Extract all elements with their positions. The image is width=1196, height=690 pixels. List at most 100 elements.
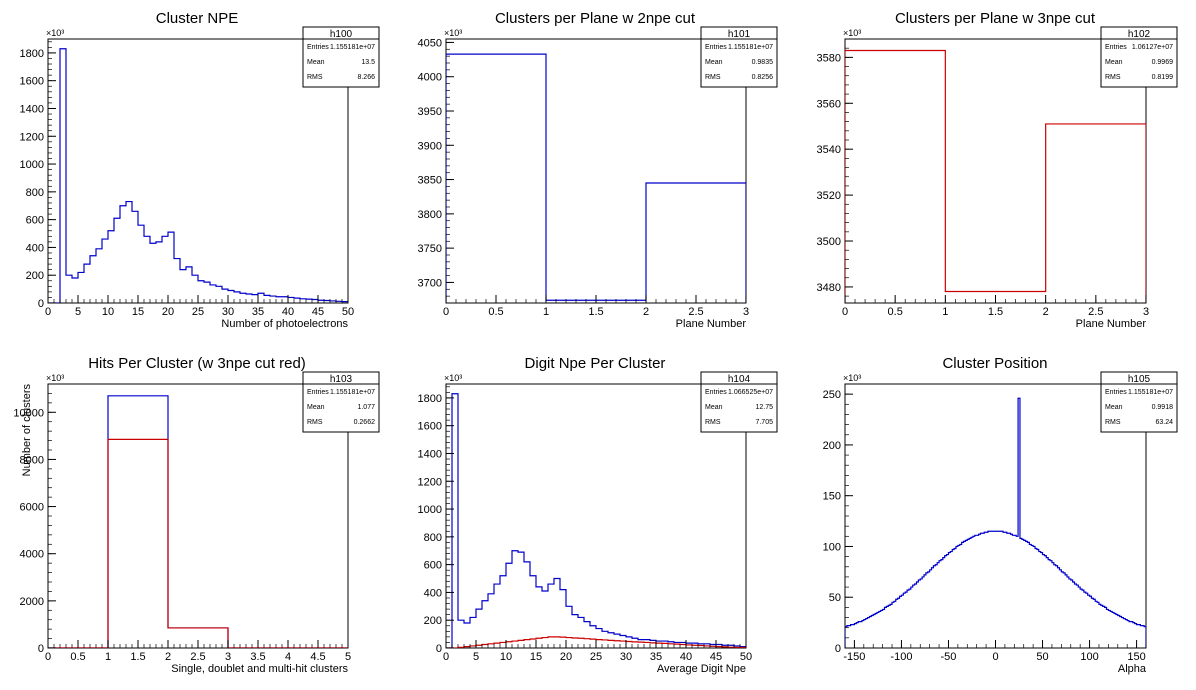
x-tick-label: 100: [1080, 651, 1098, 663]
y-tick-label: 3950: [418, 106, 442, 118]
y-tick-label: 50: [829, 592, 841, 604]
stats-value: 1.06127e+07: [1132, 44, 1173, 51]
y-tick-label: 1600: [20, 76, 44, 88]
histogram-series: [446, 393, 746, 648]
y-tick-label: 400: [26, 242, 44, 254]
y-multiplier: ×10³: [444, 373, 462, 383]
stats-value: 63.24: [1155, 419, 1173, 426]
stats-value: 13.5: [361, 59, 375, 66]
stats-value: 0.9835: [752, 59, 774, 66]
y-tick-label: 600: [26, 215, 44, 227]
y-tick-label: 800: [26, 187, 44, 199]
x-tick-label: 1.5: [588, 306, 603, 318]
histogram-series: [48, 48, 348, 303]
x-tick-label: -50: [941, 651, 957, 663]
x-tick-label: 45: [312, 306, 324, 318]
x-axis-label: Number of photoelectrons: [221, 318, 348, 330]
x-tick-label: 2: [165, 651, 171, 663]
stats-label: Mean: [1105, 404, 1123, 411]
chart-title: Cluster Position: [942, 355, 1047, 372]
chart-title: Clusters per Plane w 3npe cut: [895, 10, 1096, 27]
y-axis-label: Number of clusters: [21, 384, 33, 477]
y-tick-label: 0: [38, 643, 44, 655]
x-axis-label: Single, doublet and multi-hit clusters: [171, 663, 348, 675]
stats-label: Entries: [307, 44, 329, 51]
chart-title: Hits Per Cluster (w 3npe cut red): [88, 355, 306, 372]
x-tick-label: 15: [132, 306, 144, 318]
y-multiplier: ×10³: [46, 373, 64, 383]
y-tick-label: 200: [424, 615, 442, 627]
x-tick-label: 0.5: [488, 306, 503, 318]
y-tick-label: 800: [424, 532, 442, 544]
stats-label: Mean: [1105, 59, 1123, 66]
x-tick-label: 1.5: [130, 651, 145, 663]
stats-value: 0.9918: [1152, 404, 1174, 411]
y-tick-label: 3750: [418, 243, 442, 255]
y-tick-label: 200: [26, 270, 44, 282]
x-tick-label: 25: [192, 306, 204, 318]
y-tick-label: 8000: [20, 454, 44, 466]
stats-name: h103: [330, 374, 353, 385]
x-tick-label: 0.5: [888, 306, 903, 318]
x-tick-label: 1.5: [988, 306, 1003, 318]
stats-box: [302, 26, 380, 88]
x-tick-label: 150: [1127, 651, 1145, 663]
stats-label: RMS: [705, 74, 721, 81]
y-tick-label: 4000: [20, 549, 44, 561]
histogram-series: [48, 438, 348, 648]
histogram-panel: Cluster NPE 0 5 10 15 20 25 30 35 40 45 50 0 200 400 60…: [20, 10, 380, 330]
y-tick-label: 3850: [418, 175, 442, 187]
x-tick-label: 0: [992, 651, 998, 663]
y-tick-label: 4000: [418, 72, 442, 84]
y-tick-label: 3700: [418, 277, 442, 289]
stats-label: Entries: [705, 44, 727, 51]
x-tick-label: 0: [443, 306, 449, 318]
stats-label: Entries: [1105, 389, 1127, 396]
x-tick-label: 50: [740, 651, 752, 663]
stats-value: 7.705: [755, 419, 773, 426]
stats-label: RMS: [1105, 419, 1121, 426]
y-tick-label: 200: [823, 440, 841, 452]
x-tick-label: 1: [942, 306, 948, 318]
x-tick-label: 2.5: [190, 651, 205, 663]
x-tick-label: 3: [743, 306, 749, 318]
x-tick-label: 5: [345, 651, 351, 663]
stats-label: RMS: [307, 419, 323, 426]
histogram-panel: Clusters per Plane w 2npe cut 0 0.5 1 1.5 2 2.…: [418, 10, 778, 330]
x-tick-label: 5: [75, 306, 81, 318]
y-multiplier: ×10³: [444, 28, 462, 38]
y-tick-label: 1600: [418, 421, 442, 433]
y-tick-label: 0: [835, 643, 841, 655]
stats-value: 0.8199: [1152, 74, 1174, 81]
stats-value: 1.155181e+07: [728, 44, 773, 51]
stats-value: 8.266: [357, 74, 375, 81]
x-tick-label: 3: [225, 651, 231, 663]
stats-name: h101: [728, 29, 751, 40]
y-tick-label: 1400: [20, 103, 44, 115]
x-tick-label: 4.5: [310, 651, 325, 663]
y-tick-label: 0: [436, 643, 442, 655]
y-tick-label: 3560: [817, 98, 841, 110]
stats-label: Mean: [705, 404, 723, 411]
y-tick-label: 1000: [418, 504, 442, 516]
y-tick-label: 1200: [418, 476, 442, 488]
x-axis-label: Plane Number: [676, 318, 747, 330]
x-tick-label: 35: [252, 306, 264, 318]
chart-title: Digit Npe Per Cluster: [525, 355, 666, 372]
stats-label: Entries: [307, 389, 329, 396]
y-tick-label: 1400: [418, 448, 442, 460]
stats-box: [1100, 26, 1178, 88]
stats-value: 0.8256: [752, 74, 774, 81]
y-tick-label: 2000: [20, 596, 44, 608]
y-tick-label: 10000: [13, 407, 44, 419]
histogram-panel: Cluster Position -150 -100 -50 0 50 100 150 0 50 1…: [823, 355, 1178, 675]
histogram-panel: Clusters per Plane w 3npe cut 0 0.5 1 1.5 2 2.…: [817, 10, 1178, 330]
stats-name: h102: [1128, 29, 1151, 40]
y-multiplier: ×10³: [843, 28, 861, 38]
y-multiplier: ×10³: [46, 28, 64, 38]
x-tick-label: 25: [590, 651, 602, 663]
x-axis-label: Plane Number: [1076, 318, 1147, 330]
y-tick-label: 3520: [817, 190, 841, 202]
chart-title: Clusters per Plane w 2npe cut: [495, 10, 696, 27]
